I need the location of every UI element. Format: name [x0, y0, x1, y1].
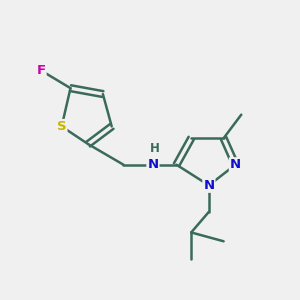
- Text: N: N: [203, 179, 214, 192]
- Text: S: S: [57, 120, 67, 133]
- Text: N: N: [147, 158, 158, 171]
- Text: F: F: [37, 64, 46, 77]
- Text: N: N: [230, 158, 241, 171]
- Text: H: H: [149, 142, 159, 155]
